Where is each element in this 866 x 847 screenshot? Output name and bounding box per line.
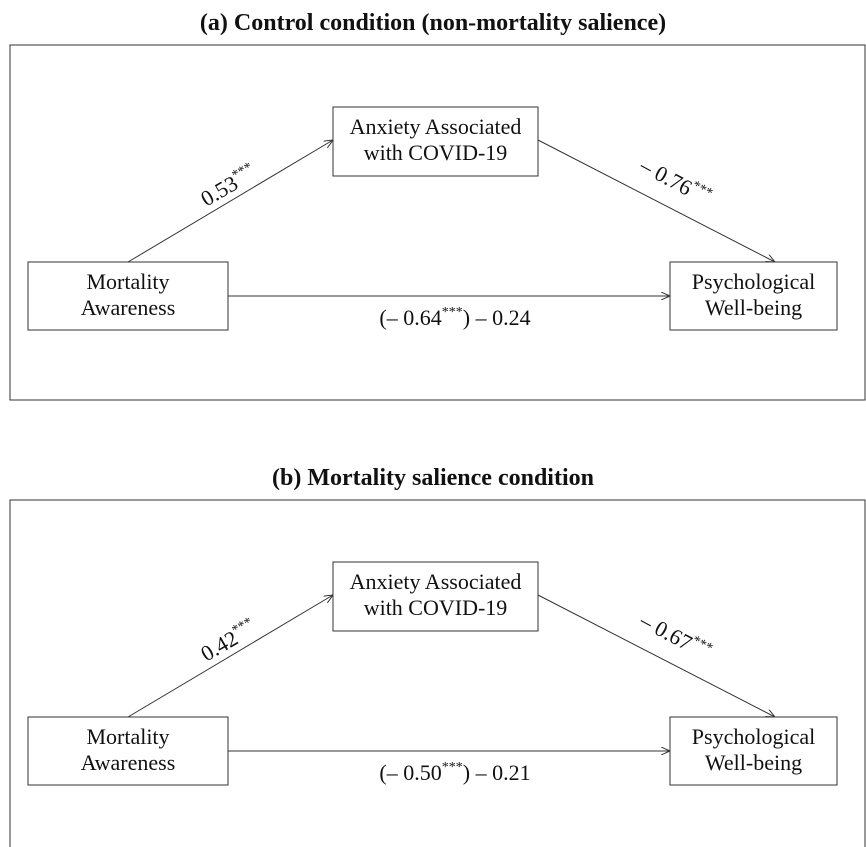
node-label: Anxiety Associated (350, 114, 522, 139)
node-label: with COVID-19 (364, 595, 508, 620)
node-label: Mortality (86, 724, 169, 749)
node-label: Psychological (692, 269, 815, 294)
edge-label: (– 0.50***) – 0.21 (379, 760, 530, 785)
arrow (127, 595, 333, 718)
node-label: with COVID-19 (364, 140, 508, 165)
node-box (332, 561, 539, 632)
panel-title: (a) Control condition (non-mortality sal… (200, 10, 666, 36)
node-box (27, 261, 229, 331)
arrow (537, 139, 775, 262)
panel: (a) Control condition (non-mortality sal… (9, 10, 866, 401)
panel-frame (9, 44, 866, 401)
node-box (669, 716, 838, 786)
node-label: Awareness (81, 750, 176, 775)
panel: (b) Mortality salience condition Mortalit… (9, 465, 866, 847)
node-label: Mortality (86, 269, 169, 294)
coefficient: ) – 0.24 (463, 305, 531, 330)
arrow (537, 594, 775, 717)
node-label: Awareness (81, 295, 176, 320)
node-box (332, 106, 539, 177)
node-box (27, 716, 229, 786)
panel-frame (9, 499, 866, 847)
coefficient: (– 0.50 (379, 760, 441, 785)
node-label: Well-being (705, 750, 802, 775)
significance: *** (442, 760, 463, 775)
node-box (669, 261, 838, 331)
node-label: Anxiety Associated (350, 569, 522, 594)
edge-label: (– 0.64***) – 0.24 (379, 305, 530, 330)
node-label: Psychological (692, 724, 815, 749)
coefficient: ) – 0.21 (463, 760, 531, 785)
coefficient: (– 0.64 (379, 305, 441, 330)
arrow (127, 140, 333, 263)
node-label: Well-being (705, 295, 802, 320)
significance: *** (442, 305, 463, 320)
panel-title: (b) Mortality salience condition (272, 465, 594, 491)
